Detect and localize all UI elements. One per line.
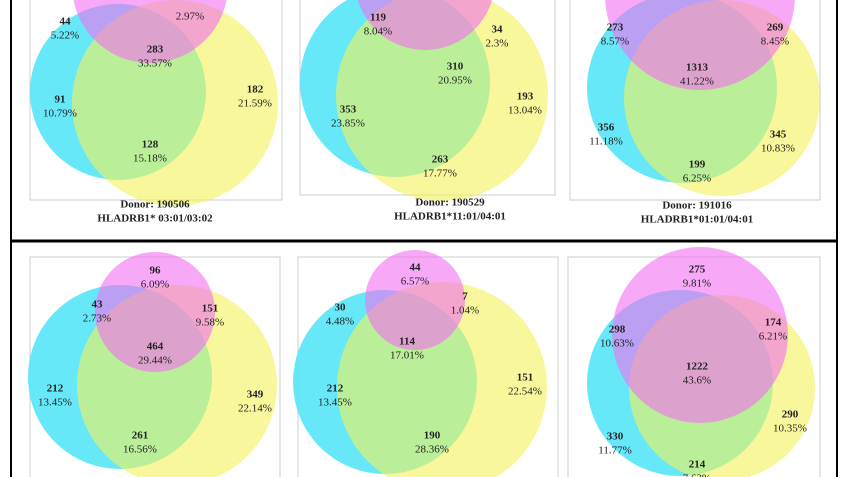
venn-circle <box>612 247 788 423</box>
hla-label: HLADRB1*01:01/04:01 <box>641 214 753 226</box>
region-percent: 13.45% <box>38 397 72 409</box>
region-count: 34 <box>492 24 504 36</box>
donor-label: Donor: 190529 <box>415 197 485 209</box>
region-count: 96 <box>150 265 162 277</box>
region-count: 345 <box>770 129 787 141</box>
region-count: 464 <box>147 341 164 353</box>
hla-label: HLADRB1*11:01/04:01 <box>394 211 506 223</box>
region-percent: 10.35% <box>773 423 807 435</box>
region-percent: 41.22% <box>680 76 714 88</box>
region-percent: 8.45% <box>761 36 789 48</box>
region-percent: 9.81% <box>683 278 711 290</box>
region-count: 30 <box>335 302 347 314</box>
venn-circle <box>336 0 548 201</box>
region-count: 190 <box>424 430 441 442</box>
region-percent: 9.58% <box>196 317 224 329</box>
region-count: 114 <box>399 336 415 348</box>
region-percent: 2.73% <box>83 313 111 325</box>
region-count: 199 <box>689 159 706 171</box>
region-percent: 15.18% <box>133 153 167 165</box>
region-count: 269 <box>767 22 784 34</box>
region-count: 349 <box>247 389 264 401</box>
region-percent: 5.22% <box>51 30 79 42</box>
region-count: 298 <box>609 324 626 336</box>
region-count: 290 <box>782 409 799 421</box>
region-percent: 11.18% <box>589 136 623 148</box>
region-percent: 2.97% <box>176 11 204 23</box>
region-count: 310 <box>447 61 464 73</box>
region-count: 91 <box>55 94 66 106</box>
donor-label: Donor: 191016 <box>662 200 732 212</box>
region-count: 1222 <box>686 361 709 373</box>
hla-label: HLADRB1* 03:01/03:02 <box>97 213 213 225</box>
region-percent: 10.79% <box>43 108 77 120</box>
region-percent: 20.95% <box>438 75 472 87</box>
region-count: 275 <box>689 264 706 276</box>
region-percent: 10.83% <box>761 143 795 155</box>
region-percent: 6.09% <box>141 279 169 291</box>
region-percent: 8.57% <box>601 36 629 48</box>
region-percent: 8.04% <box>364 26 392 38</box>
region-count: 356 <box>598 122 615 134</box>
region-percent: 11.77% <box>598 445 632 457</box>
region-count: 44 <box>410 262 422 274</box>
region-count: 44 <box>60 16 72 28</box>
region-count: 7 <box>462 291 468 303</box>
region-count: 283 <box>147 44 164 56</box>
region-count: 353 <box>340 104 357 116</box>
region-percent: 17.01% <box>390 350 424 362</box>
venn-circle <box>605 0 795 90</box>
region-percent: 6.25% <box>683 173 711 185</box>
region-percent: 7.63% <box>683 473 711 477</box>
region-count: 273 <box>607 22 624 34</box>
region-percent: 10.63% <box>600 338 634 350</box>
region-percent: 22.14% <box>238 403 272 415</box>
region-percent: 16.56% <box>123 444 157 456</box>
region-count: 182 <box>247 84 264 96</box>
region-percent: 2.3% <box>486 38 509 50</box>
region-percent: 17.77% <box>423 168 457 180</box>
region-percent: 13.45% <box>318 397 352 409</box>
region-count: 174 <box>765 317 782 329</box>
region-percent: 43.6% <box>683 375 711 387</box>
region-count: 193 <box>517 91 534 103</box>
donor-label: Donor: 190506 <box>120 199 190 211</box>
region-count: 212 <box>327 383 344 395</box>
region-count: 214 <box>689 459 706 471</box>
region-percent: 22.54% <box>508 386 542 398</box>
region-count: 119 <box>370 12 386 24</box>
region-count: 128 <box>142 139 159 151</box>
region-percent: 1.04% <box>451 305 479 317</box>
venn-circle <box>365 250 465 350</box>
region-percent: 28.36% <box>415 444 449 456</box>
region-count: 151 <box>202 303 219 315</box>
venn-circle <box>73 0 227 63</box>
region-percent: 21.59% <box>238 98 272 110</box>
region-percent: 6.21% <box>759 331 787 343</box>
region-percent: 33.57% <box>138 58 172 70</box>
region-percent: 6.57% <box>401 276 429 288</box>
region-percent: 29.44% <box>138 355 172 367</box>
venn-circle <box>95 252 215 372</box>
region-percent: 13.04% <box>508 105 542 117</box>
region-percent: 4.48% <box>326 316 354 328</box>
region-count: 330 <box>607 431 624 443</box>
region-count: 261 <box>132 430 149 442</box>
venn-circle <box>357 0 493 50</box>
region-count: 1313 <box>686 62 709 74</box>
region-percent: 23.85% <box>331 118 365 130</box>
region-count: 212 <box>47 383 64 395</box>
region-count: 151 <box>517 372 534 384</box>
region-count: 263 <box>432 154 449 166</box>
region-count: 43 <box>92 299 104 311</box>
